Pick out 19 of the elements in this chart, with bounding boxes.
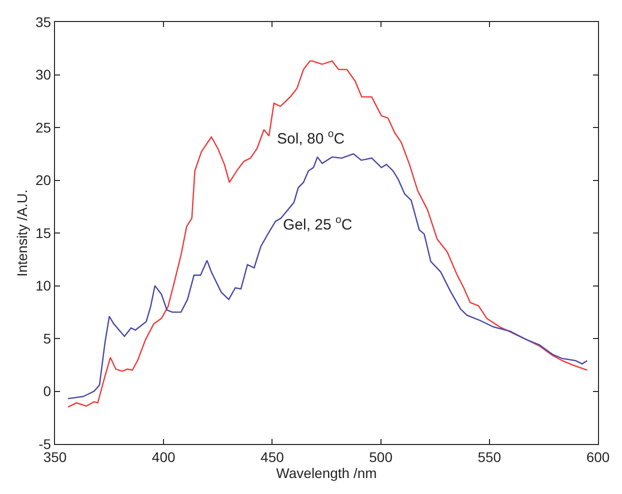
y-tick-label: 35: [36, 14, 52, 30]
x-axis-title: Wavelength /nm: [276, 464, 377, 481]
series-label: Sol, 80 $^{o}$C: [277, 128, 345, 148]
y-tick-label: 30: [36, 66, 52, 83]
x-tick-label: 400: [152, 448, 176, 465]
y-tick-label: 25: [36, 119, 52, 136]
x-tick-label: 600: [586, 448, 610, 465]
y-tick-label: 20: [36, 172, 52, 188]
line-series: [67, 60, 588, 408]
x-tick-label: 500: [369, 448, 393, 465]
line-series: [67, 153, 588, 400]
x-tick-label: 450: [260, 448, 284, 465]
y-tick-label: 0: [43, 383, 52, 400]
series-label: Gel, 25 $^{o}$C: [283, 214, 352, 234]
y-axis-title: Intensity /A.U.: [14, 189, 30, 277]
y-tick-label: 5: [43, 330, 52, 346]
x-tick-label: 550: [478, 448, 502, 465]
y-tick-label: 10: [36, 278, 52, 294]
y-tick-label: 15: [36, 224, 52, 241]
